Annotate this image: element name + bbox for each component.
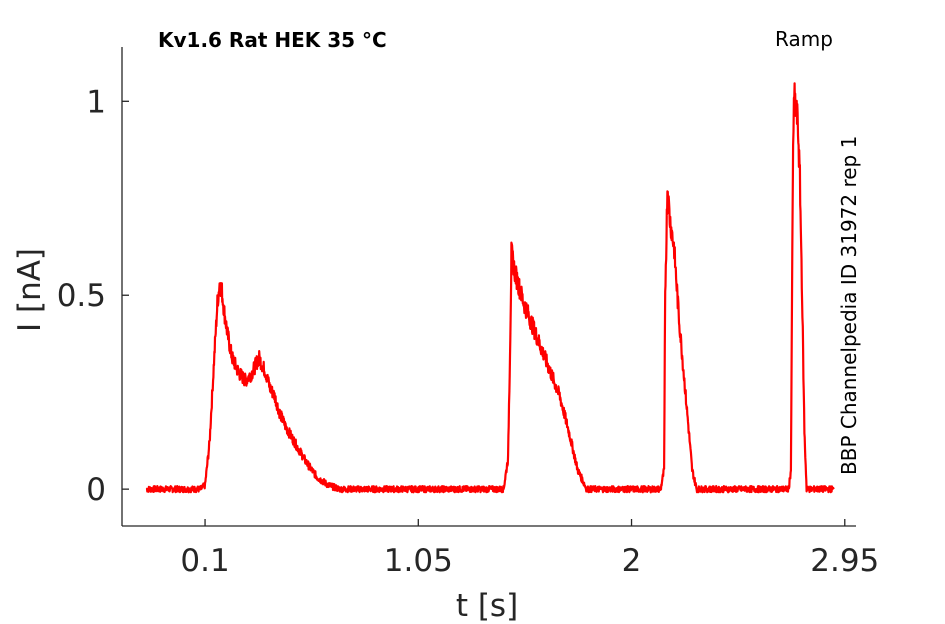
current-trace-line [145,82,835,494]
chart-title: Kv1.6 Rat HEK 35 °C [158,28,387,52]
x-tick-label: 0.1 [180,543,229,579]
y-tick-label: 0 [86,472,106,508]
y-tick-label: 0.5 [57,278,106,314]
x-axis-title: t [s] [456,588,518,624]
recording-id-label: BBP Channelpedia ID 31972 rep 1 [837,136,861,475]
y-axis-ticks: 00.51 [57,84,129,508]
x-axis-ticks: 0.1 1.05 2 2.95 [180,519,879,579]
y-axis-title: I [nA] [12,248,48,332]
x-tick-label: 2.95 [810,543,879,579]
x-tick-label: 1.05 [384,543,453,579]
plot-area [145,82,835,494]
protocol-label: Ramp [775,27,833,51]
x-tick-label: 2 [622,543,642,579]
y-tick-label: 1 [86,84,106,120]
